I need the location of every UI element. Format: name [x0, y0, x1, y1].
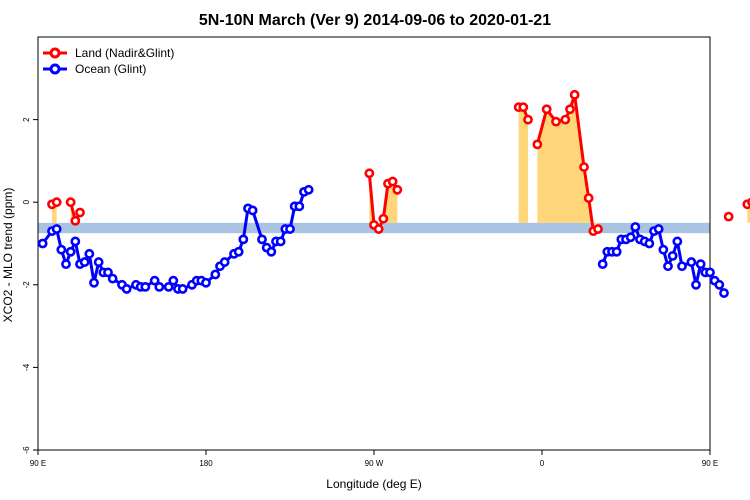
- ocean-data-point: [177, 284, 188, 294]
- ocean-data-point: [233, 246, 244, 257]
- legend-label-ocean: Ocean (Glint): [75, 62, 146, 76]
- land-data-point: [373, 224, 384, 234]
- ocean-data-point: [37, 238, 48, 249]
- land-data-point: [579, 162, 589, 172]
- land-fill-area: [518, 107, 528, 223]
- ocean-data-point: [107, 273, 118, 284]
- ocean-data-point: [611, 246, 622, 257]
- ocean-data-point: [257, 234, 267, 245]
- land-data-point: [569, 89, 580, 100]
- land-data-point: [723, 211, 734, 222]
- ocean-data-point: [84, 248, 95, 259]
- ocean-data-point: [51, 224, 62, 234]
- ocean-data-point: [714, 279, 725, 290]
- ocean-data-point: [691, 279, 701, 290]
- x-tick-label: 90 W: [365, 459, 384, 468]
- chart-title: 5N-10N March (Ver 9) 2014-09-06 to 2020-…: [199, 12, 551, 29]
- ocean-data-point: [121, 284, 132, 294]
- series-layer: [37, 89, 750, 298]
- ocean-data-point: [154, 281, 165, 292]
- y-tick-label: -2: [22, 281, 31, 289]
- ocean-data-point: [79, 257, 90, 267]
- land-data-point: [70, 215, 81, 226]
- land-fill-area: [537, 94, 598, 225]
- ocean-data-point: [247, 205, 258, 216]
- x-axis-ticks: 90 E 180 90 W 0 90 E: [30, 450, 718, 468]
- land-data-point: [51, 197, 62, 208]
- ocean-data-point: [266, 246, 277, 257]
- y-tick-label: -4: [22, 363, 31, 371]
- x-tick-label: 0: [540, 459, 545, 468]
- ocean-data-point: [630, 222, 641, 232]
- x-axis-label: Longitude (deg E): [326, 477, 421, 491]
- ocean-data-point: [597, 259, 608, 270]
- ocean-data-point: [65, 246, 76, 257]
- land-data-point: [523, 114, 533, 125]
- land-data-point: [541, 104, 552, 115]
- land-data-point: [378, 213, 389, 224]
- ocean-data-point: [163, 281, 174, 292]
- x-tick-label: 180: [199, 459, 213, 468]
- land-data-point: [583, 193, 594, 203]
- ocean-data-point: [89, 277, 99, 288]
- ocean-data-point: [168, 275, 179, 286]
- ocean-data-point: [667, 250, 678, 261]
- ocean-data-point: [219, 257, 230, 267]
- land-data-point: [392, 184, 403, 195]
- land-series-line: [535, 93, 599, 233]
- land-data-point: [565, 104, 575, 115]
- legend-marker-ocean: [49, 63, 61, 75]
- land-data-point: [560, 114, 571, 125]
- y-tick-label: 2: [22, 117, 31, 122]
- ocean-data-point: [70, 236, 81, 247]
- ocean-data-point: [672, 236, 683, 247]
- y-axis-ticks: -6 -4 -2 0 2: [22, 117, 38, 454]
- land-data-point: [551, 116, 561, 127]
- ocean-data-point: [653, 224, 664, 234]
- ocean-data-point: [210, 269, 221, 280]
- ocean-data-point: [93, 257, 104, 267]
- land-data-point: [75, 207, 85, 218]
- y-tick-label: 0: [22, 199, 31, 204]
- ocean-data-point: [149, 275, 160, 286]
- ocean-data-point: [103, 267, 113, 278]
- ocean-data-point: [705, 267, 715, 278]
- ocean-data-point: [294, 201, 305, 212]
- legend: Land (Nadir&Glint) Ocean (Glint): [43, 46, 174, 76]
- legend-label-land: Land (Nadir&Glint): [75, 46, 174, 60]
- ocean-data-point: [625, 232, 636, 243]
- land-data-point: [532, 139, 543, 150]
- ocean-data-point: [285, 224, 295, 234]
- land-data-point: [518, 102, 529, 113]
- ocean-data-point: [56, 244, 67, 255]
- land-data-point: [364, 168, 375, 179]
- ocean-data-point: [686, 257, 697, 267]
- land-data-point: [65, 197, 76, 208]
- ocean-data-point: [658, 244, 669, 255]
- ocean-data-point: [140, 281, 151, 292]
- ocean-data-point: [61, 259, 71, 270]
- ocean-data-point: [644, 238, 655, 249]
- y-axis-label: XCO2 - MLO trend (ppm): [1, 188, 15, 323]
- ocean-data-point: [663, 261, 673, 272]
- x-tick-label: 90 E: [30, 459, 46, 468]
- ocean-data-point: [719, 288, 729, 298]
- y-tick-label: -6: [22, 446, 31, 454]
- ocean-data-point: [201, 277, 211, 288]
- x-tick-label: 90 E: [702, 459, 718, 468]
- ocean-data-point: [677, 261, 687, 272]
- land-data-point: [593, 224, 603, 234]
- ocean-data-point: [303, 184, 314, 195]
- legend-marker-land: [49, 47, 61, 59]
- ocean-data-point: [695, 259, 706, 270]
- ocean-data-point: [275, 236, 286, 247]
- ocean-data-point: [238, 234, 249, 245]
- land-data-point: [387, 176, 398, 187]
